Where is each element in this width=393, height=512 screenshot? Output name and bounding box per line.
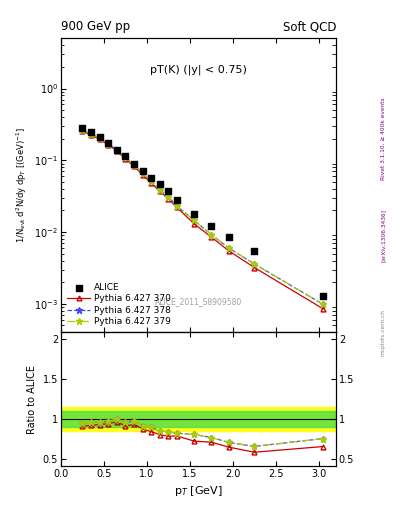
ALICE [79,124,86,132]
ALICE [148,174,154,182]
Text: mcplots.cern.ch: mcplots.cern.ch [381,309,386,356]
Pythia 6.427 370 [166,196,171,202]
ALICE [140,166,146,175]
Pythia 6.427 378 [209,231,214,238]
ALICE [251,247,257,255]
Pythia 6.427 378 [192,218,196,224]
ALICE [96,133,103,141]
Pythia 6.427 379 [140,170,145,176]
Pythia 6.427 378 [174,203,179,209]
Line: Pythia 6.427 379: Pythia 6.427 379 [79,127,326,308]
Pythia 6.427 378 [114,147,119,153]
Pythia 6.427 370 [149,180,154,186]
ALICE [105,139,111,147]
Text: Soft QCD: Soft QCD [283,20,336,33]
Pythia 6.427 378 [252,261,257,267]
Pythia 6.427 378 [321,302,325,308]
Pythia 6.427 378 [149,178,154,184]
Pythia 6.427 379 [123,154,128,160]
Pythia 6.427 370 [252,265,257,271]
Line: Pythia 6.427 370: Pythia 6.427 370 [80,129,325,311]
Text: 900 GeV pp: 900 GeV pp [61,20,130,33]
Pythia 6.427 370 [123,156,128,162]
Pythia 6.427 379 [149,178,154,184]
Pythia 6.427 370 [114,148,119,154]
Pythia 6.427 379 [158,186,162,193]
Pythia 6.427 370 [321,306,325,312]
Pythia 6.427 370 [174,204,179,210]
Pythia 6.427 370 [192,221,196,227]
Pythia 6.427 378 [97,135,102,141]
ALICE [320,291,326,300]
Pythia 6.427 370 [132,163,136,169]
Pythia 6.427 370 [97,136,102,142]
X-axis label: p$_T$ [GeV]: p$_T$ [GeV] [174,484,223,498]
Pythia 6.427 379 [174,203,179,209]
Pythia 6.427 378 [80,127,85,133]
Pythia 6.427 378 [226,245,231,251]
Pythia 6.427 379 [114,147,119,153]
Pythia 6.427 378 [158,186,162,193]
Pythia 6.427 378 [106,141,110,147]
Pythia 6.427 378 [166,194,171,200]
ALICE [122,152,129,160]
Bar [61,411,336,427]
Pythia 6.427 378 [132,162,136,168]
Text: pT(K) (|y| < 0.75): pT(K) (|y| < 0.75) [150,65,247,75]
Pythia 6.427 379 [166,194,171,200]
Pythia 6.427 379 [226,245,231,251]
ALICE [131,160,137,168]
ALICE [226,233,232,241]
Text: ALICE_2011_S8909580: ALICE_2011_S8909580 [155,297,242,306]
Pythia 6.427 379 [80,127,85,133]
ALICE [191,209,197,218]
Pythia 6.427 378 [123,154,128,160]
ALICE [208,222,215,230]
Pythia 6.427 379 [209,231,214,238]
Pythia 6.427 370 [209,234,214,240]
Legend: ALICE, Pythia 6.427 370, Pythia 6.427 378, Pythia 6.427 379: ALICE, Pythia 6.427 370, Pythia 6.427 37… [65,282,173,328]
Text: [arXiv:1306.3436]: [arXiv:1306.3436] [381,209,386,262]
Pythia 6.427 378 [140,170,145,176]
Y-axis label: 1/N$_{\mathsf{evt}}$ d$^2$N/dy dp$_T$ [(GeV)$^{-1}$]: 1/N$_{\mathsf{evt}}$ d$^2$N/dy dp$_T$ [(… [14,127,29,243]
ALICE [157,180,163,188]
Pythia 6.427 379 [106,141,110,147]
Pythia 6.427 370 [106,142,110,148]
ALICE [88,129,94,137]
Pythia 6.427 379 [252,261,257,267]
Pythia 6.427 378 [89,131,94,137]
Pythia 6.427 370 [158,188,162,195]
Pythia 6.427 370 [226,248,231,254]
Pythia 6.427 370 [140,172,145,178]
Y-axis label: Ratio to ALICE: Ratio to ALICE [27,365,37,434]
Pythia 6.427 379 [192,218,196,224]
Pythia 6.427 379 [89,131,94,137]
Pythia 6.427 379 [97,135,102,141]
Text: Rivet 3.1.10, ≥ 400k events: Rivet 3.1.10, ≥ 400k events [381,97,386,180]
ALICE [165,187,171,196]
Bar [61,407,336,431]
Line: Pythia 6.427 378: Pythia 6.427 378 [79,127,326,308]
Pythia 6.427 370 [89,132,94,138]
ALICE [174,196,180,204]
Pythia 6.427 370 [80,128,85,134]
Pythia 6.427 379 [321,302,325,308]
Pythia 6.427 379 [132,162,136,168]
ALICE [114,146,120,154]
